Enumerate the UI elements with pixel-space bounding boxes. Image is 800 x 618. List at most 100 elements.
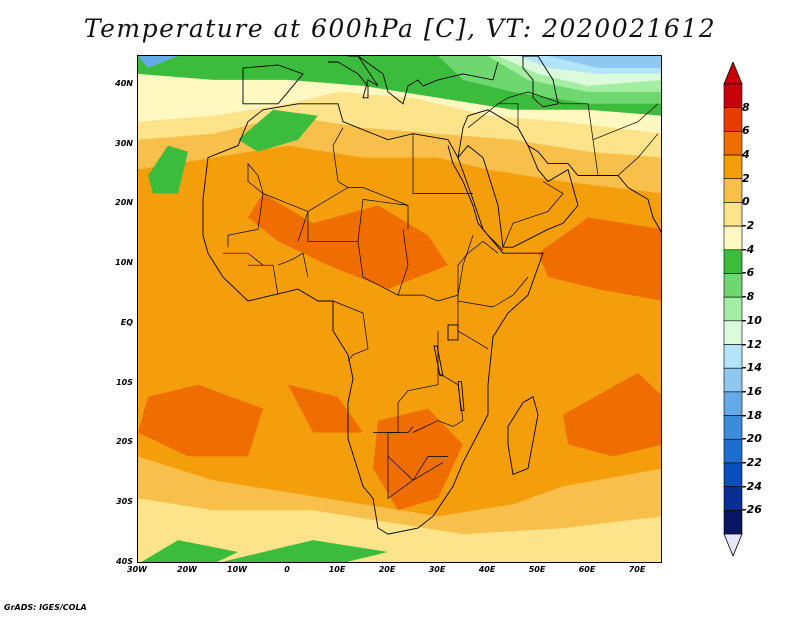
- madagascar-coastline: [507, 396, 539, 476]
- colorbar-bottom-arrow: [723, 533, 743, 556]
- lon-tick-label: 30W: [127, 565, 147, 574]
- field-atlas-green: [238, 109, 318, 152]
- lon-tick-label: 0: [284, 565, 290, 574]
- colorbar-swatch: [723, 107, 743, 132]
- temperature-map: [138, 56, 661, 562]
- iberia-coastline: [242, 64, 304, 105]
- lon-tick-label: 70E: [628, 565, 646, 574]
- colorbar-swatch: [723, 367, 743, 393]
- lon-tick-label: 20W: [177, 565, 197, 574]
- persian-gulf-coastline: [527, 145, 661, 233]
- country-border-9: [398, 235, 474, 302]
- lake-tanganyika: [433, 345, 444, 377]
- country-border-8: [332, 300, 369, 362]
- country-border-4: [307, 187, 349, 212]
- colorbar-swatch: [723, 510, 743, 535]
- caspian-coastline: [522, 56, 559, 108]
- colorbar-swatch: [723, 344, 743, 369]
- colorbar: [723, 62, 743, 556]
- field-southern-africa-hot: [373, 408, 463, 511]
- colorbar-label: -18: [742, 408, 762, 422]
- lat-tick-label: 20S: [116, 437, 133, 447]
- country-border-24: [592, 103, 659, 141]
- colorbar-label: -8: [742, 290, 755, 304]
- country-border-1: [412, 133, 473, 194]
- lat-tick-label: 40S: [116, 557, 133, 566]
- colorbar-swatch: [723, 486, 743, 511]
- red-sea-coastline: [447, 145, 504, 251]
- arabia-coastline: [457, 109, 579, 248]
- field-angola-coast-hot: [288, 384, 363, 433]
- italy-coastline: [328, 56, 379, 99]
- lon-tick-label: 30E: [428, 565, 446, 574]
- lat-tick-label: 30S: [116, 497, 133, 507]
- colorbar-label: -14: [742, 361, 762, 375]
- colorbar-label: -22: [742, 455, 762, 469]
- colorbar-swatch: [723, 202, 743, 227]
- country-border-22: [497, 91, 588, 105]
- lon-tick-label: 20E: [378, 565, 396, 574]
- lake-victoria: [447, 324, 459, 341]
- colorbar-label: 8: [742, 100, 750, 114]
- lat-tick-label: 20N: [115, 198, 133, 208]
- country-border-19: [223, 252, 264, 266]
- country-border-3: [227, 163, 264, 248]
- colorbar-label: -4: [742, 242, 755, 256]
- country-border-20: [502, 181, 564, 248]
- colorbar-top-arrow: [723, 62, 743, 85]
- lon-tick-label: 60E: [578, 565, 596, 574]
- country-border-13: [387, 456, 448, 499]
- colorbar-swatch: [723, 273, 743, 298]
- colorbar-swatch: [723, 391, 743, 416]
- country-border-21: [467, 103, 529, 146]
- africa-coastline: [202, 103, 544, 535]
- colorbar-label: -12: [742, 337, 762, 351]
- country-border-17: [277, 252, 309, 278]
- colorbar-swatch: [723, 131, 743, 156]
- lat-tick-label: EQ: [120, 317, 133, 327]
- country-border-18: [248, 264, 279, 296]
- country-border-5: [247, 163, 309, 212]
- country-border-14: [457, 300, 494, 350]
- colorbar-swatch: [723, 415, 743, 440]
- colorbar-swatch: [723, 438, 743, 464]
- colorbar-label: 4: [742, 148, 750, 162]
- colorbar-swatch: [723, 249, 743, 274]
- colorbar-swatch: [723, 296, 743, 322]
- lon-tick-label: 40E: [478, 565, 496, 574]
- colorbar-label: -26: [742, 503, 762, 517]
- field-south-green-a: [221, 540, 388, 562]
- colorbar-swatch: [723, 462, 743, 487]
- lat-tick-label: 10S: [116, 377, 133, 387]
- colorbar-label: -6: [742, 266, 755, 280]
- colorbar-label: -16: [742, 384, 762, 398]
- map-title: Temperature at 600hPa [C], VT: 202002161…: [83, 14, 717, 43]
- lat-tick-label: 30N: [115, 138, 133, 148]
- lon-tick-label: 50E: [528, 565, 546, 574]
- grads-credit: GrADS: IGES/COLA: [4, 603, 87, 612]
- lon-tick-label: 10W: [227, 565, 247, 574]
- country-border-15: [492, 276, 529, 308]
- field-south-green-b: [141, 540, 238, 562]
- colorbar-label: 0: [742, 195, 750, 209]
- country-border-11: [412, 372, 464, 433]
- field-south-cool: [138, 498, 661, 562]
- country-border-6: [297, 199, 409, 242]
- colorbar-label: 6: [742, 124, 750, 138]
- field-northwest-blue: [138, 56, 178, 68]
- lake-malawi: [457, 381, 465, 411]
- map-panel: [137, 55, 662, 563]
- field-arabian-sea-hot: [538, 217, 661, 301]
- balkans-coastline: [357, 56, 499, 105]
- colorbar-label: -10: [742, 313, 762, 327]
- colorbar-swatch: [723, 154, 743, 180]
- field-indian-ocean-hot: [563, 372, 661, 457]
- colorbar-swatch: [723, 320, 743, 345]
- lon-tick-label: 10E: [328, 565, 346, 574]
- colorbar-label: -2: [742, 219, 755, 233]
- colorbar-label: 2: [742, 171, 750, 185]
- field-atlantic-hot: [138, 384, 263, 457]
- field-northeast-blue-2: [548, 56, 661, 68]
- colorbar-swatch: [723, 225, 743, 251]
- field-canary-green: [148, 145, 188, 194]
